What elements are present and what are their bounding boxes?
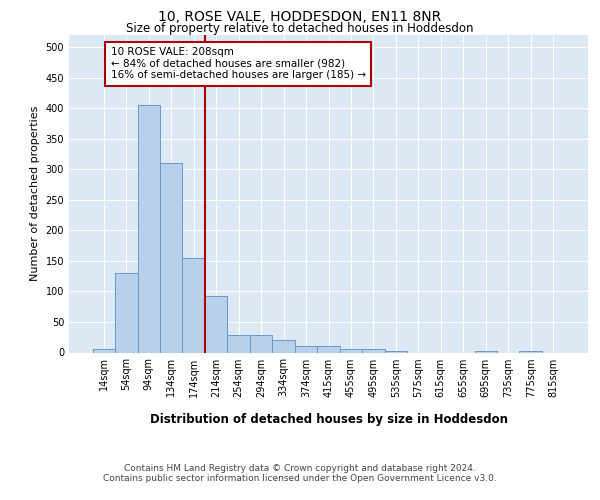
Bar	[317, 346, 340, 352]
Text: 10 ROSE VALE: 208sqm
← 84% of detached houses are smaller (982)
16% of semi-deta: 10 ROSE VALE: 208sqm ← 84% of detached h…	[110, 47, 365, 80]
Bar	[362, 350, 385, 352]
Y-axis label: Number of detached properties: Number of detached properties	[30, 106, 40, 282]
Text: Contains HM Land Registry data © Crown copyright and database right 2024.
Contai: Contains HM Land Registry data © Crown c…	[103, 464, 497, 483]
Bar	[227, 336, 250, 352]
Bar	[137, 105, 160, 352]
Bar	[272, 340, 295, 352]
Bar	[205, 296, 227, 352]
Bar	[182, 258, 205, 352]
Bar	[160, 163, 182, 352]
Text: 10, ROSE VALE, HODDESDON, EN11 8NR: 10, ROSE VALE, HODDESDON, EN11 8NR	[158, 10, 442, 24]
Text: Distribution of detached houses by size in Hoddesdon: Distribution of detached houses by size …	[150, 412, 508, 426]
Bar	[250, 336, 272, 352]
Text: Size of property relative to detached houses in Hoddesdon: Size of property relative to detached ho…	[126, 22, 474, 35]
Bar	[340, 350, 362, 352]
Bar	[92, 350, 115, 352]
Bar	[295, 346, 317, 352]
Bar	[115, 273, 137, 352]
